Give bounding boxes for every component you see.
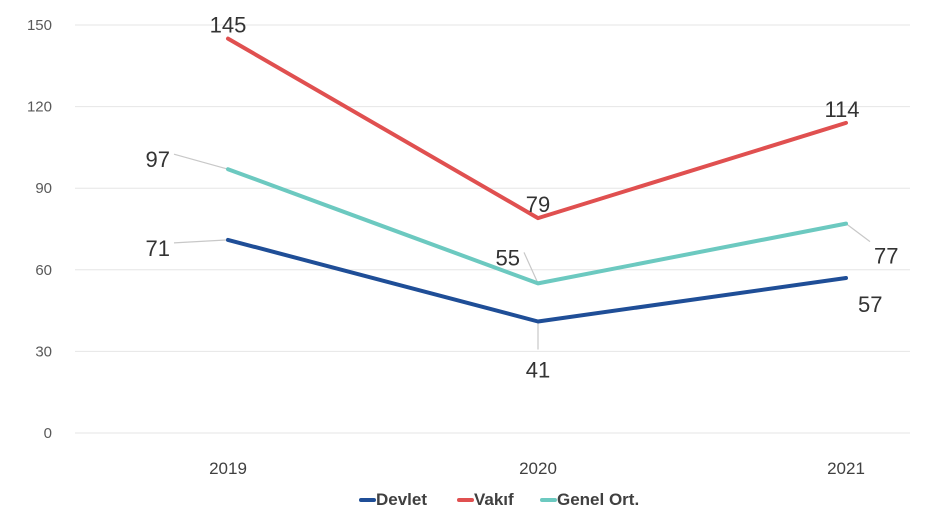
leader-line (173, 153, 229, 170)
data-label: 145 (210, 13, 247, 38)
x-tick-label: 2019 (209, 459, 247, 478)
leader-line (845, 223, 871, 243)
y-tick-label: 30 (35, 343, 52, 360)
y-tick-label: 150 (27, 17, 52, 34)
data-label: 79 (526, 192, 550, 217)
y-tick-label: 90 (35, 180, 52, 197)
series-lines (226, 36, 848, 324)
y-tick-label: 120 (27, 99, 52, 116)
legend: Devlet Vakıf Genel Ort. (359, 490, 639, 509)
leader-line (173, 239, 229, 244)
y-tick-label: 60 (35, 262, 52, 279)
series-line-devlet (226, 237, 848, 324)
legend-label: Vakıf (474, 490, 514, 509)
data-label: 77 (874, 244, 898, 269)
x-tick-label: 2020 (519, 459, 557, 478)
data-label: 57 (858, 292, 882, 317)
legend-label: Genel Ort. (557, 490, 639, 509)
data-label: 55 (496, 245, 520, 270)
data-label: 97 (146, 147, 170, 172)
leader-line (523, 252, 539, 284)
data-label: 114 (824, 97, 859, 122)
data-labels: 71 41 57 145 79 114 97 55 77 (146, 13, 899, 383)
series-line-genel-ort- (226, 167, 848, 286)
data-label: 71 (146, 236, 170, 261)
data-label: 41 (526, 357, 550, 382)
series-line-vak-f (226, 36, 848, 221)
y-tick-label: 0 (44, 425, 52, 442)
x-tick-label: 2021 (827, 459, 865, 478)
data-label-leaders (173, 153, 871, 350)
x-axis-ticks: 2019 2020 2021 (209, 459, 865, 478)
y-axis-ticks: 0 30 60 90 120 150 (27, 17, 52, 442)
gridlines (75, 24, 910, 434)
legend-label: Devlet (376, 490, 427, 509)
